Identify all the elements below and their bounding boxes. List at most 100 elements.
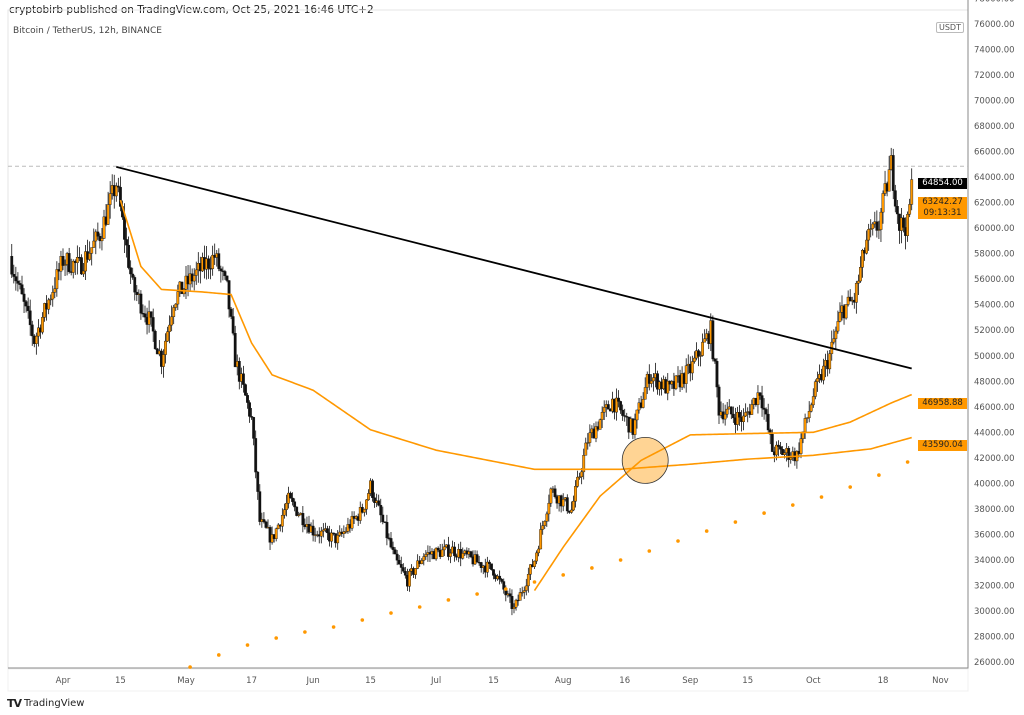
candle (871, 222, 875, 236)
candle-body (434, 547, 438, 560)
candle-body (647, 374, 651, 384)
candle-body (781, 449, 784, 455)
candle-body (233, 333, 237, 368)
candle (684, 358, 688, 393)
candle-body (295, 506, 299, 516)
indicator-dot (561, 573, 565, 577)
candle-body (574, 486, 577, 502)
candle-body (371, 480, 374, 498)
candle-body (291, 497, 294, 502)
candle (381, 506, 385, 525)
indicator-dot (274, 636, 279, 640)
candle (80, 254, 83, 275)
candle (434, 547, 438, 561)
candle (738, 405, 741, 426)
candle (512, 603, 516, 614)
candle (518, 588, 522, 601)
candle-body (865, 239, 869, 254)
candle (816, 371, 819, 392)
candle-body (84, 251, 87, 272)
candle-body (844, 304, 848, 319)
candle-body (80, 257, 83, 275)
candle (326, 525, 329, 541)
y-tick-label: 52000.00 (974, 326, 1015, 336)
candle (100, 227, 104, 251)
x-tick-label: Oct (806, 676, 821, 686)
last-price: 63242.27 (922, 197, 963, 207)
candle-body (248, 402, 251, 417)
candle (293, 498, 297, 512)
candle-body (649, 380, 653, 384)
candle-body (524, 585, 528, 591)
candle-body (586, 442, 590, 444)
candle (24, 300, 28, 313)
candle-body (656, 373, 659, 390)
candle-body (723, 413, 727, 420)
candle (114, 182, 118, 202)
candle (256, 471, 260, 500)
candle-body (194, 269, 198, 276)
candle-body (600, 412, 604, 420)
candle-body (520, 592, 524, 594)
candle-body (492, 569, 495, 576)
candle-body (422, 556, 426, 561)
candle (403, 566, 407, 579)
candle-body (848, 296, 852, 302)
candle (469, 550, 473, 559)
candle-body (875, 221, 879, 231)
candle-body (811, 396, 815, 406)
candle (854, 280, 858, 314)
candle-body (223, 271, 227, 277)
candle-body (816, 378, 819, 382)
candle (580, 468, 584, 485)
candle (71, 259, 75, 279)
candle-body (254, 438, 258, 473)
candle (67, 247, 71, 274)
candle (283, 503, 286, 519)
candle-body (229, 308, 233, 317)
candle-body (867, 229, 871, 241)
candle (379, 498, 383, 523)
candle-body (449, 552, 452, 557)
moving-average-line (533, 393, 913, 591)
candle (801, 431, 805, 444)
candle-body (408, 570, 411, 587)
candle (731, 406, 735, 423)
candle-body (274, 528, 278, 539)
candle-body (768, 429, 772, 435)
y-tick-label: 64000.00 (974, 173, 1015, 183)
candle (643, 377, 647, 400)
candle-body (211, 254, 215, 269)
candle (535, 550, 538, 565)
indicator-dot (217, 653, 221, 657)
candle (510, 589, 514, 616)
currency-button[interactable]: USDT (936, 22, 964, 33)
candle (811, 388, 815, 408)
candle-body (326, 528, 329, 534)
tradingview-footer[interactable]: TV TradingView (7, 697, 84, 710)
candle (280, 508, 284, 533)
candle-body (572, 500, 575, 511)
candle-body (588, 432, 592, 443)
candle (246, 392, 249, 409)
candle (10, 244, 14, 278)
candle (168, 315, 171, 344)
candle (264, 520, 268, 529)
indicator-dot (331, 625, 336, 629)
candle (723, 404, 727, 426)
y-tick-label: 76000.00 (974, 20, 1015, 30)
candle (828, 349, 832, 374)
candle (832, 329, 836, 345)
candle (879, 207, 883, 243)
indicator-dot (762, 511, 766, 515)
candle (223, 269, 227, 280)
candle (90, 247, 94, 266)
candle-body (697, 350, 700, 357)
candle-body (217, 253, 221, 269)
x-tick-label: 15 (365, 676, 376, 686)
ma-fast-label: 46958.88 (918, 398, 967, 409)
candle (172, 304, 176, 325)
candle (729, 406, 733, 420)
x-tick-label: Apr (56, 676, 71, 686)
